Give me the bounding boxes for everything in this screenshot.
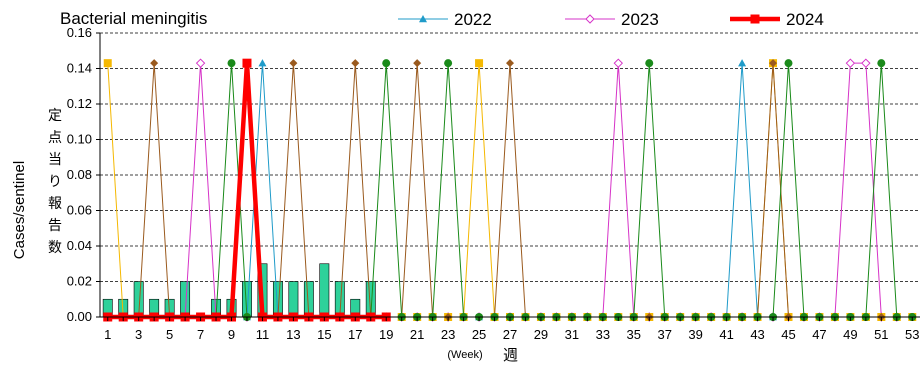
x-axis-label-japanese: 週: [503, 347, 518, 364]
point: [613, 58, 624, 68]
point: [784, 59, 793, 68]
x-tick-label: 27: [503, 327, 517, 342]
x-tick-label: 11: [256, 327, 270, 342]
x-tick-label: 37: [657, 327, 671, 342]
x-tick-label: 15: [317, 327, 331, 342]
x-axis-label-english: (Week): [447, 349, 482, 361]
point: [444, 59, 453, 68]
bar: [288, 281, 299, 318]
x-tick-label: 53: [905, 327, 919, 342]
point: [195, 58, 206, 68]
series-line: [107, 63, 913, 318]
x-tick-label: 31: [565, 327, 579, 342]
y-axis-label-japanese: 定点当り報告数: [48, 107, 62, 255]
x-tick-label: 9: [228, 327, 235, 342]
y-tick-label: 0.10: [67, 132, 92, 147]
point: [289, 59, 298, 68]
x-tick-label: 7: [197, 327, 204, 342]
point: [258, 59, 267, 67]
x-tick-label: 47: [812, 327, 826, 342]
point: [861, 58, 871, 68]
y-tick-label: 0.04: [67, 238, 92, 253]
x-tick-label: 25: [472, 327, 486, 342]
point: [750, 14, 760, 24]
legend-label: 2024: [786, 10, 824, 29]
chart-title: Bacterial meningitis: [60, 9, 207, 28]
x-tick-label: 35: [627, 327, 641, 342]
point: [103, 59, 112, 68]
point: [738, 59, 747, 67]
axis-layer: 0.000.020.040.060.080.100.120.140.161 3 5 7…: [67, 25, 920, 342]
point: [645, 59, 654, 68]
point: [413, 59, 422, 68]
x-tick-label: 21: [410, 327, 424, 342]
point: [845, 58, 856, 68]
legend-item-2023: 2023: [565, 10, 659, 29]
point: [150, 59, 159, 68]
bar: [319, 263, 330, 318]
x-tick-label: 1: [104, 327, 111, 342]
y-axis-label: Cases/sentinel: [11, 161, 28, 259]
point: [506, 59, 514, 68]
legend-item-2022: 2022: [398, 10, 492, 29]
y-tick-label: 0.12: [67, 96, 92, 111]
y-tick-label: 0.16: [67, 25, 92, 40]
x-tick-label: 13: [286, 327, 300, 342]
x-tick-label: 51: [874, 327, 888, 342]
x-tick-label: 3: [135, 327, 142, 342]
x-tick-label: 5: [166, 327, 173, 342]
x-tick-label: 29: [534, 327, 548, 342]
x-tick-label: 39: [688, 327, 702, 342]
legend-layer: 2022 2023 2024: [398, 10, 824, 29]
x-tick-label: 17: [348, 327, 362, 342]
point: [475, 59, 484, 68]
point: [227, 59, 236, 68]
point: [242, 58, 252, 68]
y-tick-label: 0.08: [67, 167, 92, 182]
x-tick-label: 43: [750, 327, 764, 342]
point: [419, 15, 427, 23]
y-tick-label: 0.06: [67, 203, 92, 218]
y-tick-label: 0.00: [67, 309, 92, 324]
x-tick-label: 23: [441, 327, 455, 342]
point: [769, 59, 778, 68]
point: [585, 14, 595, 24]
bar-layer: [102, 263, 376, 318]
series-line: [107, 63, 913, 318]
x-tick-label: 45: [781, 327, 795, 342]
legend-item-2024: 2024: [730, 10, 824, 29]
line-layer: [103, 58, 917, 322]
point: [877, 59, 886, 68]
legend-label: 2023: [621, 10, 659, 29]
legend-label: 2022: [454, 10, 492, 29]
point: [351, 59, 360, 68]
y-tick-label: 0.14: [67, 61, 92, 76]
series-line: [107, 63, 387, 320]
series-line: [107, 63, 913, 318]
x-tick-label: 19: [379, 327, 393, 342]
y-tick-label: 0.02: [67, 274, 92, 289]
x-tick-label: 49: [843, 327, 857, 342]
x-tick-label: 33: [596, 327, 610, 342]
x-tick-label: 41: [719, 327, 733, 342]
point: [382, 59, 391, 68]
